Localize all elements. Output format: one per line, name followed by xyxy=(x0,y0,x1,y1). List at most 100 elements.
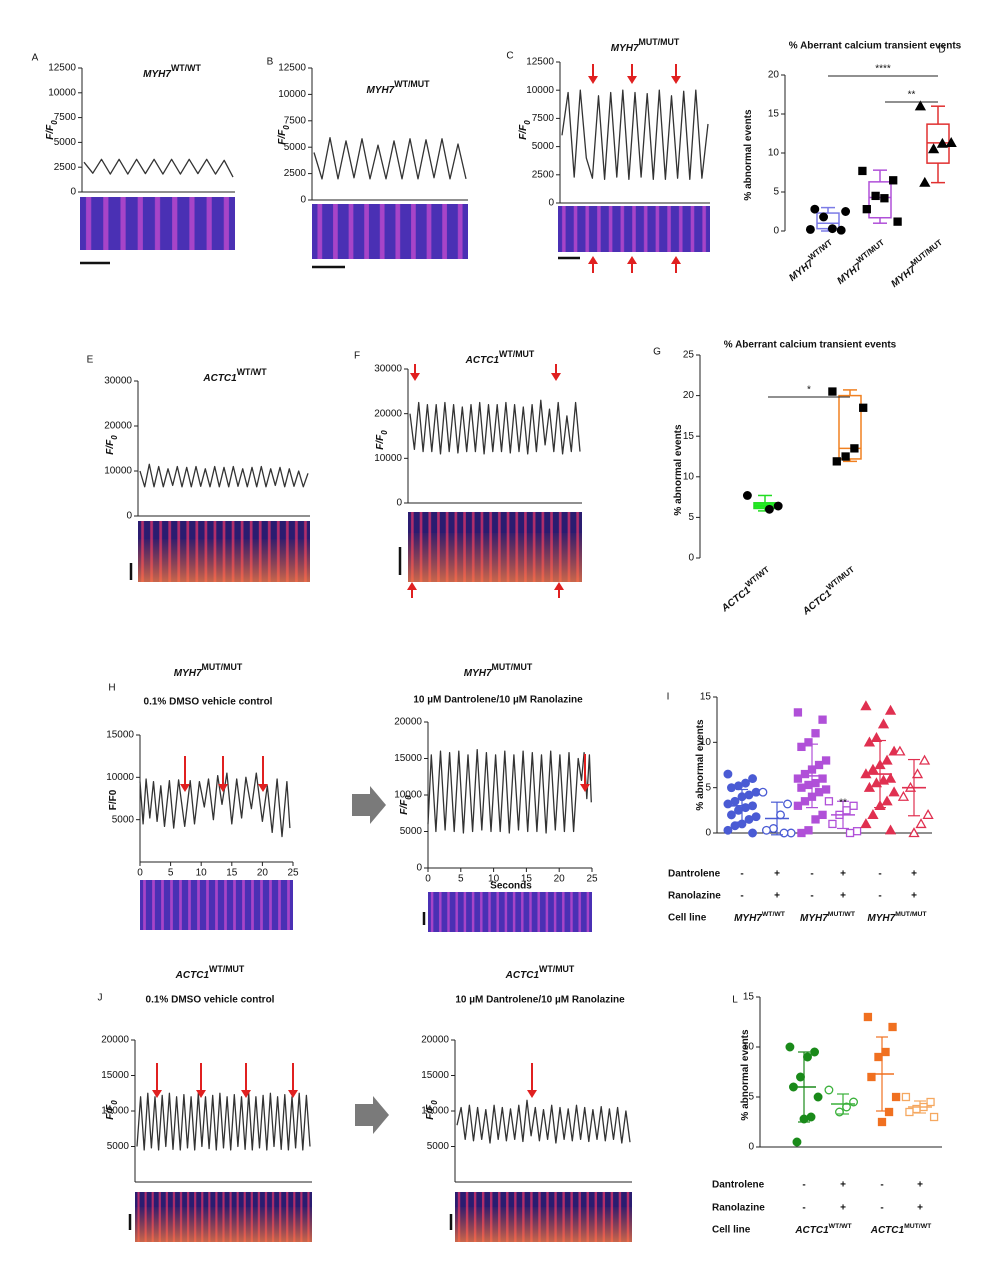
genotype: WT/MUT xyxy=(825,565,856,592)
y-axis-label: F/F0 xyxy=(399,795,413,815)
row-sign: + xyxy=(840,1180,846,1191)
y-tick-label: 5000 xyxy=(112,814,135,825)
kymograph-glow xyxy=(455,1207,632,1242)
genotype-label: MYH7WT/MUT xyxy=(833,238,890,287)
y-tick-label: 5000 xyxy=(107,1141,130,1152)
point xyxy=(919,176,931,187)
red-arrow-head xyxy=(527,1090,537,1098)
gene-name: MYH7 xyxy=(174,668,202,679)
point xyxy=(810,1047,820,1057)
red-arrow-head xyxy=(627,76,637,84)
genotype-label: MYH7WT/WT xyxy=(143,63,201,79)
red-arrow-head xyxy=(627,256,637,264)
point xyxy=(841,207,851,216)
x-tick-label: 15 xyxy=(521,874,533,885)
panel-letter: A xyxy=(32,53,39,64)
y-axis-label: F/F0 xyxy=(277,125,291,145)
y-axis-label: % abnormal events xyxy=(743,109,754,201)
point xyxy=(874,1052,883,1062)
row-label: Ranolazine xyxy=(712,1203,765,1214)
point xyxy=(914,100,927,111)
y-label-text: F/F xyxy=(45,124,56,140)
red-arrow-head xyxy=(258,784,268,792)
y-label-sub: 0 xyxy=(404,795,413,800)
y-label-sub: 0 xyxy=(282,125,291,130)
y-axis-label: F/F0 xyxy=(45,120,59,140)
trace xyxy=(456,1099,631,1144)
point xyxy=(841,452,850,461)
y-tick-label: 2500 xyxy=(284,168,307,179)
y-label-sub: 0 xyxy=(430,1100,439,1105)
point xyxy=(858,166,867,176)
y-tick-label: 12500 xyxy=(526,57,554,68)
genotype-label: ACTC1WT/WT xyxy=(716,565,774,615)
genotype-label: ACTC1WT/WT xyxy=(202,367,267,383)
trace xyxy=(139,772,291,838)
y-tick-label: 15000 xyxy=(394,753,422,764)
red-arrow-head xyxy=(588,256,598,264)
x-tick-label: 10 xyxy=(488,874,500,885)
y-label-sub: 0 xyxy=(523,120,532,125)
row-label: Cell line xyxy=(668,913,707,924)
trace xyxy=(136,1092,311,1151)
point xyxy=(783,799,793,809)
y-tick-label: 0 xyxy=(126,511,132,522)
point xyxy=(918,754,931,765)
y-tick-label: 15 xyxy=(768,109,780,120)
row-sign: + xyxy=(774,869,780,880)
y-tick-label: 5 xyxy=(773,187,779,198)
y-tick-label: 0 xyxy=(748,1142,754,1153)
genotype: WT/WT xyxy=(762,911,786,918)
panel-letter: I xyxy=(667,692,670,703)
significance: **** xyxy=(875,64,891,75)
y-tick-label: 15000 xyxy=(421,1070,449,1081)
gene-name: MYH7 xyxy=(611,43,639,54)
point xyxy=(742,491,752,500)
y-tick-label: 0 xyxy=(70,187,76,198)
y-tick-label: 0 xyxy=(705,828,711,839)
point xyxy=(867,763,879,774)
red-arrow-head xyxy=(407,582,417,590)
point xyxy=(748,774,758,784)
point xyxy=(827,224,837,234)
point xyxy=(805,224,815,234)
y-tick-label: 5 xyxy=(705,782,711,793)
y-tick-label: 5000 xyxy=(532,141,555,152)
point xyxy=(776,810,785,820)
gene-name: MYH7 xyxy=(867,913,895,924)
row-sign: - xyxy=(740,891,743,902)
gene-name: ACTC1 xyxy=(175,970,210,981)
kymograph xyxy=(428,892,592,932)
point xyxy=(832,457,841,466)
point xyxy=(804,826,813,835)
chart-title: % Aberrant calcium transient events xyxy=(724,340,897,351)
genotype: MUT/MUT xyxy=(202,662,243,672)
point xyxy=(877,774,890,785)
genotype-label: MYH7WT/WT xyxy=(785,238,838,284)
point xyxy=(821,756,831,765)
genotype: WT/WT xyxy=(829,1223,853,1230)
row-label: Cell line xyxy=(712,1225,751,1236)
point xyxy=(779,828,789,838)
trace xyxy=(139,463,309,488)
row-sign: - xyxy=(878,869,881,880)
y-tick-label: 5000 xyxy=(400,826,423,837)
genotype-label: MYH7MUT/MUT xyxy=(174,662,243,678)
point xyxy=(824,797,834,806)
red-arrow-head xyxy=(288,1090,298,1098)
y-axis-label: F/F0 xyxy=(375,430,389,450)
row-label: Dantrolene xyxy=(712,1180,765,1191)
genotype: MUT/MUT xyxy=(639,37,680,47)
point xyxy=(811,778,820,788)
point xyxy=(893,217,902,226)
row-sign: - xyxy=(802,1180,805,1191)
gene-name: MYH7 xyxy=(143,69,171,80)
y-tick-label: 12500 xyxy=(278,63,306,74)
point xyxy=(769,824,778,833)
gene-name: ACTC1 xyxy=(505,970,540,981)
y-label-text: F/F xyxy=(399,799,410,815)
subtitle: 0.1% DMSO vehicle control xyxy=(144,697,273,708)
panel-letter: B xyxy=(267,57,274,68)
panel-letter: C xyxy=(506,51,513,62)
point xyxy=(905,1107,914,1117)
